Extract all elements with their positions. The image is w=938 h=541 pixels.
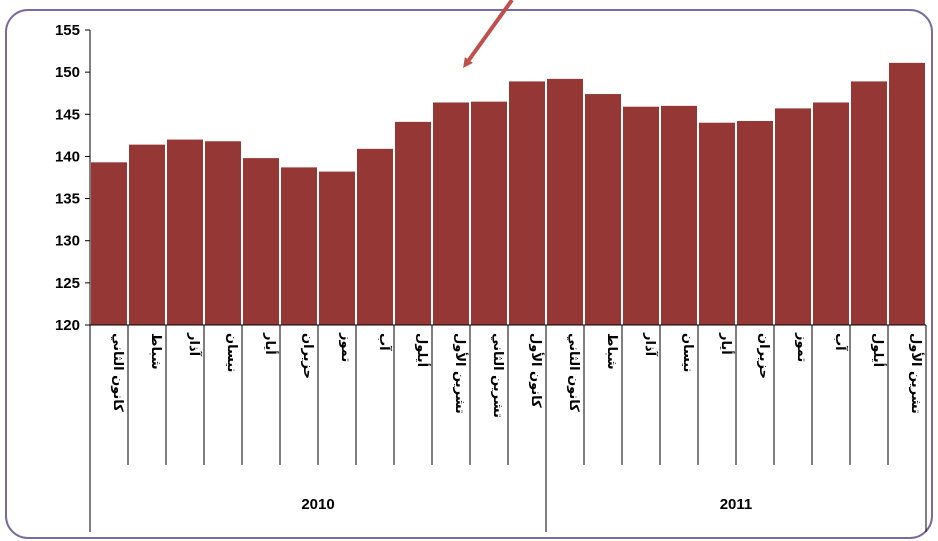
y-tick-label: 130 (55, 233, 80, 250)
x-tick-label: شباط (148, 333, 163, 369)
y-tick-label: 150 (55, 64, 80, 81)
x-tick-label: حزيران (756, 333, 771, 379)
y-tick-label: 125 (55, 275, 80, 292)
bar (433, 102, 469, 325)
bar (281, 167, 317, 325)
x-axis: كانون الثاني شباط آذار نيسان أيار حزيران تموز آ… (89, 324, 927, 532)
bar (243, 158, 279, 325)
x-tick-label: نيسان (224, 333, 239, 372)
bar (661, 105, 697, 325)
y-tick-label: 140 (55, 148, 80, 165)
x-tick-label: آب (832, 333, 849, 351)
bar (813, 102, 849, 325)
bar (623, 106, 659, 325)
bar (699, 122, 735, 325)
x-tick-label: آذار (186, 332, 203, 357)
x-tick-label: كانون الثاني (110, 333, 125, 412)
bar (395, 121, 431, 325)
bar (889, 62, 925, 325)
x-tick-label: تشرين الأول (452, 333, 469, 414)
bar (547, 78, 583, 325)
bars (91, 62, 925, 326)
x-tick-label: أيار (262, 332, 279, 355)
bar (509, 81, 545, 326)
bar (471, 101, 507, 326)
year-group-label: 2010 (301, 496, 334, 513)
x-tick-label: كانون الثاني (566, 333, 581, 412)
bar (585, 94, 621, 325)
x-tick-label: أيلول (414, 333, 431, 367)
y-tick-label: 135 (55, 191, 80, 208)
x-tick-label: آذار (642, 332, 659, 357)
y-tick-label: 155 (55, 22, 80, 39)
y-tick-label: 120 (55, 317, 80, 334)
x-tick-label: نيسان (680, 333, 695, 372)
annotation-arrow (463, 0, 514, 69)
bar (205, 141, 241, 325)
bar (167, 139, 203, 325)
x-tick-label: تموز (794, 332, 809, 362)
x-tick-label: حزيران (300, 333, 315, 379)
bar (775, 108, 811, 325)
x-tick-label: أيلول (870, 333, 887, 367)
year-group-label: 2011 (720, 496, 753, 513)
x-tick-label: تشرين الثاني (490, 333, 505, 418)
bar (319, 171, 355, 325)
y-tick-label: 145 (55, 106, 80, 123)
x-tick-label: شباط (604, 333, 619, 369)
x-tick-label: تشرين الأول (908, 333, 925, 414)
x-tick-label: تموز (338, 332, 353, 362)
bar (851, 81, 887, 326)
bar (129, 144, 165, 325)
bar (737, 121, 773, 326)
y-axis: 120 125 130 135 140 145 150 155 (55, 22, 91, 334)
x-tick-label: أيار (718, 332, 735, 355)
bar (357, 148, 393, 325)
bar (91, 162, 127, 325)
annotation (463, 0, 514, 69)
x-tick-label: آب (376, 333, 393, 351)
x-tick-label: كانون الأول (528, 333, 545, 408)
